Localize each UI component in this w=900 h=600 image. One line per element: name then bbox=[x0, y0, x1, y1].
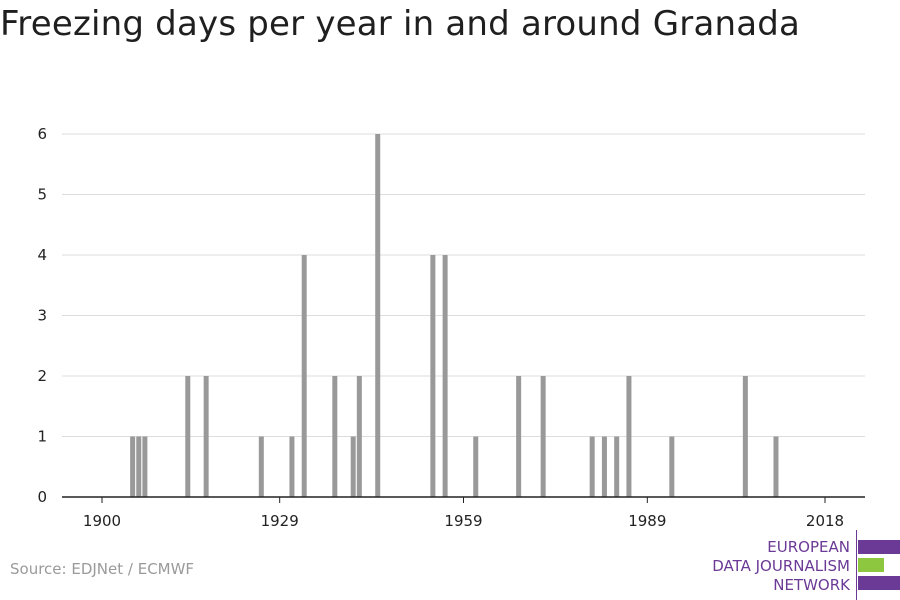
bar-chart: 0 1 2 3 4 5 6 1900 1929 1959 1989 2018 bbox=[37, 125, 865, 530]
bar-1968[interactable] bbox=[516, 376, 522, 497]
bar-1914[interactable] bbox=[185, 376, 191, 497]
y-tick-label: 2 bbox=[37, 367, 47, 385]
bar-1926[interactable] bbox=[258, 436, 264, 498]
bar-2005[interactable] bbox=[742, 376, 748, 497]
bar-2010[interactable] bbox=[773, 436, 779, 498]
bar-1980[interactable] bbox=[589, 436, 595, 498]
source-note: Source: EDJNet / ECMWF bbox=[10, 560, 195, 578]
y-tick-label: 5 bbox=[37, 186, 47, 204]
gridlines bbox=[62, 133, 865, 437]
x-tick-label: 2018 bbox=[806, 512, 844, 530]
bar-1984[interactable] bbox=[614, 436, 620, 498]
edjnet-logo[interactable]: EUROPEAN DATA JOURNALISM NETWORK bbox=[700, 530, 900, 600]
logo-bar-top bbox=[858, 540, 900, 554]
bar-1933[interactable] bbox=[301, 255, 307, 497]
bars bbox=[130, 134, 779, 498]
bar-1907[interactable] bbox=[142, 436, 148, 498]
logo-text-line3: NETWORK bbox=[773, 576, 850, 594]
y-tick-label: 6 bbox=[37, 125, 47, 143]
bar-1938[interactable] bbox=[332, 376, 338, 497]
x-tick-label: 1900 bbox=[83, 512, 121, 530]
bar-1931[interactable] bbox=[289, 436, 295, 498]
chart-title: Freezing days per year in and around Gra… bbox=[0, 4, 801, 44]
x-tick-label: 1929 bbox=[261, 512, 299, 530]
bar-1961[interactable] bbox=[473, 436, 479, 498]
bar-1986[interactable] bbox=[626, 376, 632, 497]
y-tick-label: 4 bbox=[37, 246, 47, 264]
bar-1982[interactable] bbox=[601, 436, 607, 498]
bar-1945[interactable] bbox=[375, 134, 381, 497]
logo-bar-bottom bbox=[858, 576, 900, 590]
bar-1954[interactable] bbox=[430, 255, 436, 497]
y-tick-label: 3 bbox=[37, 307, 47, 325]
logo-text-line2: DATA JOURNALISM bbox=[712, 557, 850, 575]
bar-1941[interactable] bbox=[350, 436, 356, 498]
bar-1956[interactable] bbox=[442, 255, 448, 497]
x-tick-label: 1959 bbox=[444, 512, 482, 530]
axes: 0 1 2 3 4 5 6 1900 1929 1959 1989 2018 bbox=[37, 125, 865, 530]
bar-1906[interactable] bbox=[136, 436, 142, 498]
logo-divider bbox=[856, 530, 857, 600]
bar-1917[interactable] bbox=[203, 376, 209, 497]
bar-1942[interactable] bbox=[356, 376, 362, 497]
bar-1972[interactable] bbox=[540, 376, 546, 497]
logo-bar-middle bbox=[858, 558, 884, 572]
x-tick-label: 1989 bbox=[628, 512, 666, 530]
bar-1993[interactable] bbox=[669, 436, 675, 498]
logo-text-line1: EUROPEAN bbox=[767, 538, 850, 556]
y-tick-label: 0 bbox=[37, 488, 47, 506]
y-tick-label: 1 bbox=[37, 428, 47, 446]
bar-1905[interactable] bbox=[130, 436, 136, 498]
